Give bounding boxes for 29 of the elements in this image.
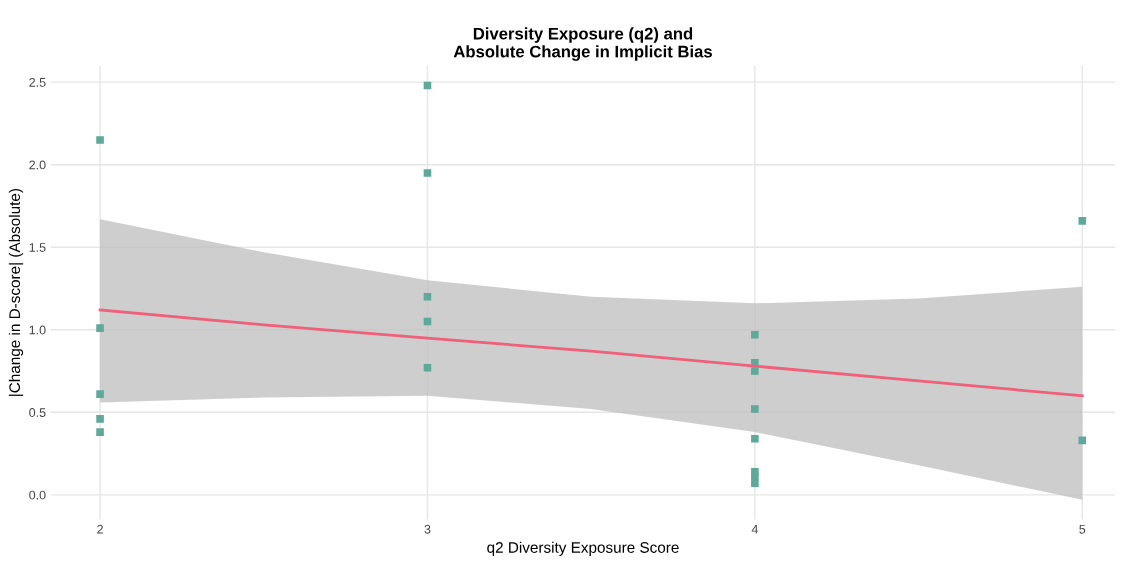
point bbox=[1078, 436, 1087, 445]
x-axis-title: q2 Diversity Exposure Score bbox=[487, 541, 679, 556]
y-tick-label: 1.5 bbox=[29, 243, 46, 252]
point bbox=[751, 479, 759, 488]
point bbox=[96, 390, 104, 398]
point bbox=[1078, 217, 1087, 225]
point bbox=[751, 367, 759, 375]
x-tick-label: 3 bbox=[424, 524, 431, 534]
point bbox=[96, 324, 104, 332]
y-tick-label: 1.0 bbox=[29, 325, 46, 335]
y-axis-title: |Change in D-score| (Absolute) bbox=[8, 188, 24, 396]
line-series bbox=[98, 308, 1084, 398]
point bbox=[423, 363, 432, 372]
point bbox=[96, 136, 104, 144]
point bbox=[96, 428, 104, 436]
y-tick-label: 0.0 bbox=[29, 490, 46, 500]
point bbox=[423, 169, 432, 177]
x-tick-label: 2 bbox=[97, 524, 103, 534]
y-tick-label: 2.0 bbox=[29, 160, 46, 170]
point bbox=[751, 405, 759, 413]
x-tick-label: 4 bbox=[751, 524, 758, 534]
point bbox=[751, 330, 759, 339]
point bbox=[751, 434, 759, 443]
y-tick-label: 2.5 bbox=[29, 77, 46, 87]
y-tick-label: 0.5 bbox=[29, 408, 46, 417]
chart-title: Diversity Exposure (q2) and Absolute Change in Implicit Bias bbox=[453, 27, 712, 61]
point bbox=[96, 415, 104, 423]
x-tick-label: 5 bbox=[1079, 524, 1086, 534]
point bbox=[423, 292, 432, 301]
